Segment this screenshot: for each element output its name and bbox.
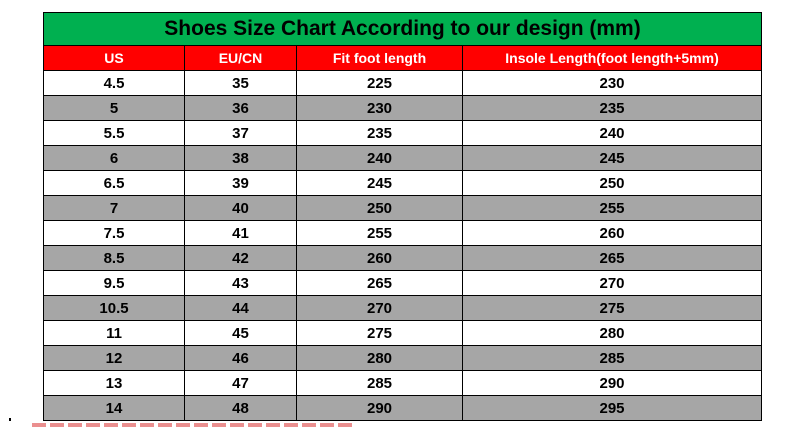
cell-insole-length: 280 [462,320,762,346]
cell-insole-length: 245 [462,145,762,171]
cell-us: 5 [43,95,185,121]
cell-fit-foot-length: 280 [296,345,463,371]
cell-us: 11 [43,320,185,346]
cell-fit-foot-length: 270 [296,295,463,321]
cell-eu-cn: 36 [184,95,297,121]
cell-us: 7 [43,195,185,221]
cell-eu-cn: 45 [184,320,297,346]
cell-insole-length: 260 [462,220,762,246]
cell-fit-foot-length: 240 [296,145,463,171]
table-row: 13 47 285 290 [43,370,762,396]
cell-us: 7.5 [43,220,185,246]
table-row: 6.5 39 245 250 [43,170,762,196]
cell-insole-length: 255 [462,195,762,221]
table-row: 5.5 37 235 240 [43,120,762,146]
cell-fit-foot-length: 265 [296,270,463,296]
table-row: 6 38 240 245 [43,145,762,171]
cell-eu-cn: 48 [184,395,297,421]
cell-eu-cn: 42 [184,245,297,271]
cell-insole-length: 265 [462,245,762,271]
header-eu-cn: EU/CN [184,45,297,71]
cell-fit-foot-length: 235 [296,120,463,146]
cell-fit-foot-length: 260 [296,245,463,271]
cell-us: 13 [43,370,185,396]
cell-us: 12 [43,345,185,371]
header-fit-foot-length: Fit foot length [296,45,463,71]
cell-us: 6 [43,145,185,171]
table-row: 10.5 44 270 275 [43,295,762,321]
cell-us: 8.5 [43,245,185,271]
cell-fit-foot-length: 245 [296,170,463,196]
cell-insole-length: 270 [462,270,762,296]
table-row: 4.5 35 225 230 [43,70,762,96]
cell-us: 5.5 [43,120,185,146]
cell-eu-cn: 35 [184,70,297,96]
cell-eu-cn: 41 [184,220,297,246]
table-row: 11 45 275 280 [43,320,762,346]
cell-insole-length: 275 [462,295,762,321]
cell-fit-foot-length: 255 [296,220,463,246]
cell-us: 4.5 [43,70,185,96]
cell-eu-cn: 43 [184,270,297,296]
cell-insole-length: 230 [462,70,762,96]
header-us: US [43,45,185,71]
cell-fit-foot-length: 230 [296,95,463,121]
cell-fit-foot-length: 250 [296,195,463,221]
cell-eu-cn: 47 [184,370,297,396]
table-row: 14 48 290 295 [43,395,762,421]
cell-us: 10.5 [43,295,185,321]
table-row: 9.5 43 265 270 [43,270,762,296]
table-row: 7.5 41 255 260 [43,220,762,246]
cell-us: 6.5 [43,170,185,196]
cell-us: 9.5 [43,270,185,296]
cell-insole-length: 295 [462,395,762,421]
cell-insole-length: 290 [462,370,762,396]
size-chart-table: Shoes Size Chart According to our design… [43,12,762,421]
cropped-note-text [32,423,352,427]
table-row: 5 36 230 235 [43,95,762,121]
cell-fit-foot-length: 275 [296,320,463,346]
dot-mark [9,418,11,421]
cell-fit-foot-length: 225 [296,70,463,96]
cell-us: 14 [43,395,185,421]
cell-insole-length: 240 [462,120,762,146]
cell-fit-foot-length: 285 [296,370,463,396]
table-title: Shoes Size Chart According to our design… [43,12,762,46]
cell-insole-length: 235 [462,95,762,121]
cell-insole-length: 250 [462,170,762,196]
cell-eu-cn: 44 [184,295,297,321]
cell-eu-cn: 38 [184,145,297,171]
cell-eu-cn: 40 [184,195,297,221]
cell-eu-cn: 39 [184,170,297,196]
table-row: 12 46 280 285 [43,345,762,371]
table-row: 8.5 42 260 265 [43,245,762,271]
cell-insole-length: 285 [462,345,762,371]
table-row: 7 40 250 255 [43,195,762,221]
header-insole-length: Insole Length(foot length+5mm) [462,45,762,71]
cell-eu-cn: 46 [184,345,297,371]
cell-fit-foot-length: 290 [296,395,463,421]
cell-eu-cn: 37 [184,120,297,146]
